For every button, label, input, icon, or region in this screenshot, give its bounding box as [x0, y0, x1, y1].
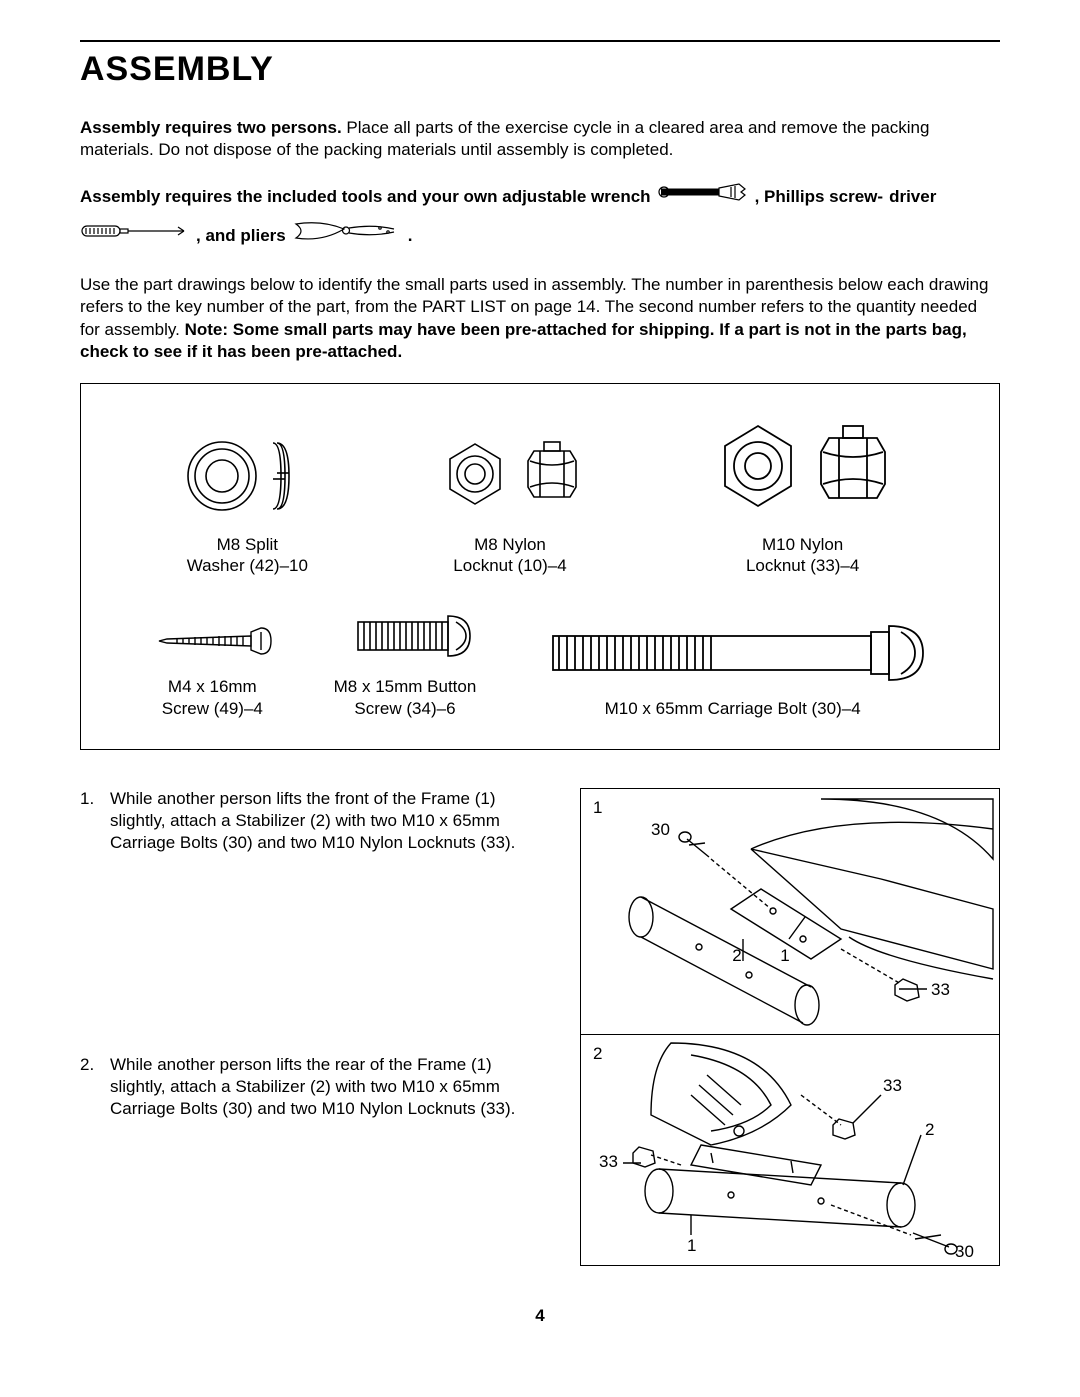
- page-number: 4: [80, 1306, 1000, 1326]
- screwdriver-icon: [80, 221, 190, 252]
- figure-2: 2 33 2 33 1 30: [580, 1035, 1000, 1266]
- tools-required-line: Assembly requires the included tools and…: [80, 181, 1000, 254]
- note-bold: Note: Some small parts may have been pre…: [80, 320, 967, 361]
- part-m4-screw: M4 x 16mm Screw (49)–4: [147, 616, 277, 719]
- tools-seg4: , and pliers: [196, 221, 286, 252]
- wrench-icon: [657, 181, 749, 214]
- part-m10-locknut: M10 Nylon Locknut (33)–4: [703, 414, 903, 577]
- part-split-washer: M8 Split Washer (42)–10: [177, 429, 317, 577]
- step-2: 2. While another person lifts the rear o…: [80, 1054, 550, 1120]
- part-label: M10 Nylon: [703, 534, 903, 555]
- step-num: 1.: [80, 788, 100, 854]
- part-label: Washer (42)–10: [177, 555, 317, 576]
- part-label: M8 x 15mm Button: [330, 676, 480, 697]
- fig2-label-2: 2: [925, 1120, 934, 1139]
- fig2-tag: 2: [593, 1044, 602, 1063]
- figure-1: 1 30 2 1 33: [580, 788, 1000, 1035]
- part-label: Locknut (10)–4: [430, 555, 590, 576]
- step-1: 1. While another person lifts the front …: [80, 788, 550, 854]
- fig1-label-30: 30: [651, 820, 670, 839]
- part-label: M10 x 65mm Carriage Bolt (30)–4: [533, 698, 933, 719]
- tools-seg3: driver: [889, 182, 936, 213]
- part-label: M8 Nylon: [430, 534, 590, 555]
- intro-paragraph: Assembly requires two persons. Place all…: [80, 117, 1000, 161]
- page-title: ASSEMBLY: [80, 50, 1000, 89]
- fig1-label-1: 1: [780, 946, 789, 965]
- fig2-label-30: 30: [955, 1242, 974, 1261]
- note-paragraph: Use the part drawings below to identify …: [80, 274, 1000, 362]
- part-label: M8 Split: [177, 534, 317, 555]
- step-text: While another person lifts the rear of t…: [110, 1054, 550, 1120]
- fig2-label-1: 1: [687, 1236, 696, 1255]
- part-label: M4 x 16mm: [147, 676, 277, 697]
- fig2-label-33b: 33: [599, 1152, 618, 1171]
- fig1-tag: 1: [593, 798, 602, 817]
- fig2-label-33a: 33: [883, 1076, 902, 1095]
- tools-seg2: , Phillips screw-: [755, 182, 884, 213]
- intro-bold: Assembly requires two persons.: [80, 118, 342, 137]
- part-carriage-bolt: M10 x 65mm Carriage Bolt (30)–4: [533, 618, 933, 719]
- part-m8-locknut: M8 Nylon Locknut (10)–4: [430, 429, 590, 577]
- part-m8-button-screw: M8 x 15mm Button Screw (34)–6: [330, 606, 480, 719]
- pliers-icon: [292, 218, 402, 255]
- part-label: Screw (34)–6: [330, 698, 480, 719]
- fig1-label-33: 33: [931, 980, 950, 999]
- step-text: While another person lifts the front of …: [110, 788, 550, 854]
- tools-seg5: .: [408, 221, 413, 252]
- fig1-label-2: 2: [732, 946, 741, 965]
- parts-identification-box: M8 Split Washer (42)–10: [80, 383, 1000, 750]
- part-label: Locknut (33)–4: [703, 555, 903, 576]
- tools-seg1: Assembly requires the included tools and…: [80, 182, 651, 213]
- step-num: 2.: [80, 1054, 100, 1120]
- part-label: Screw (49)–4: [147, 698, 277, 719]
